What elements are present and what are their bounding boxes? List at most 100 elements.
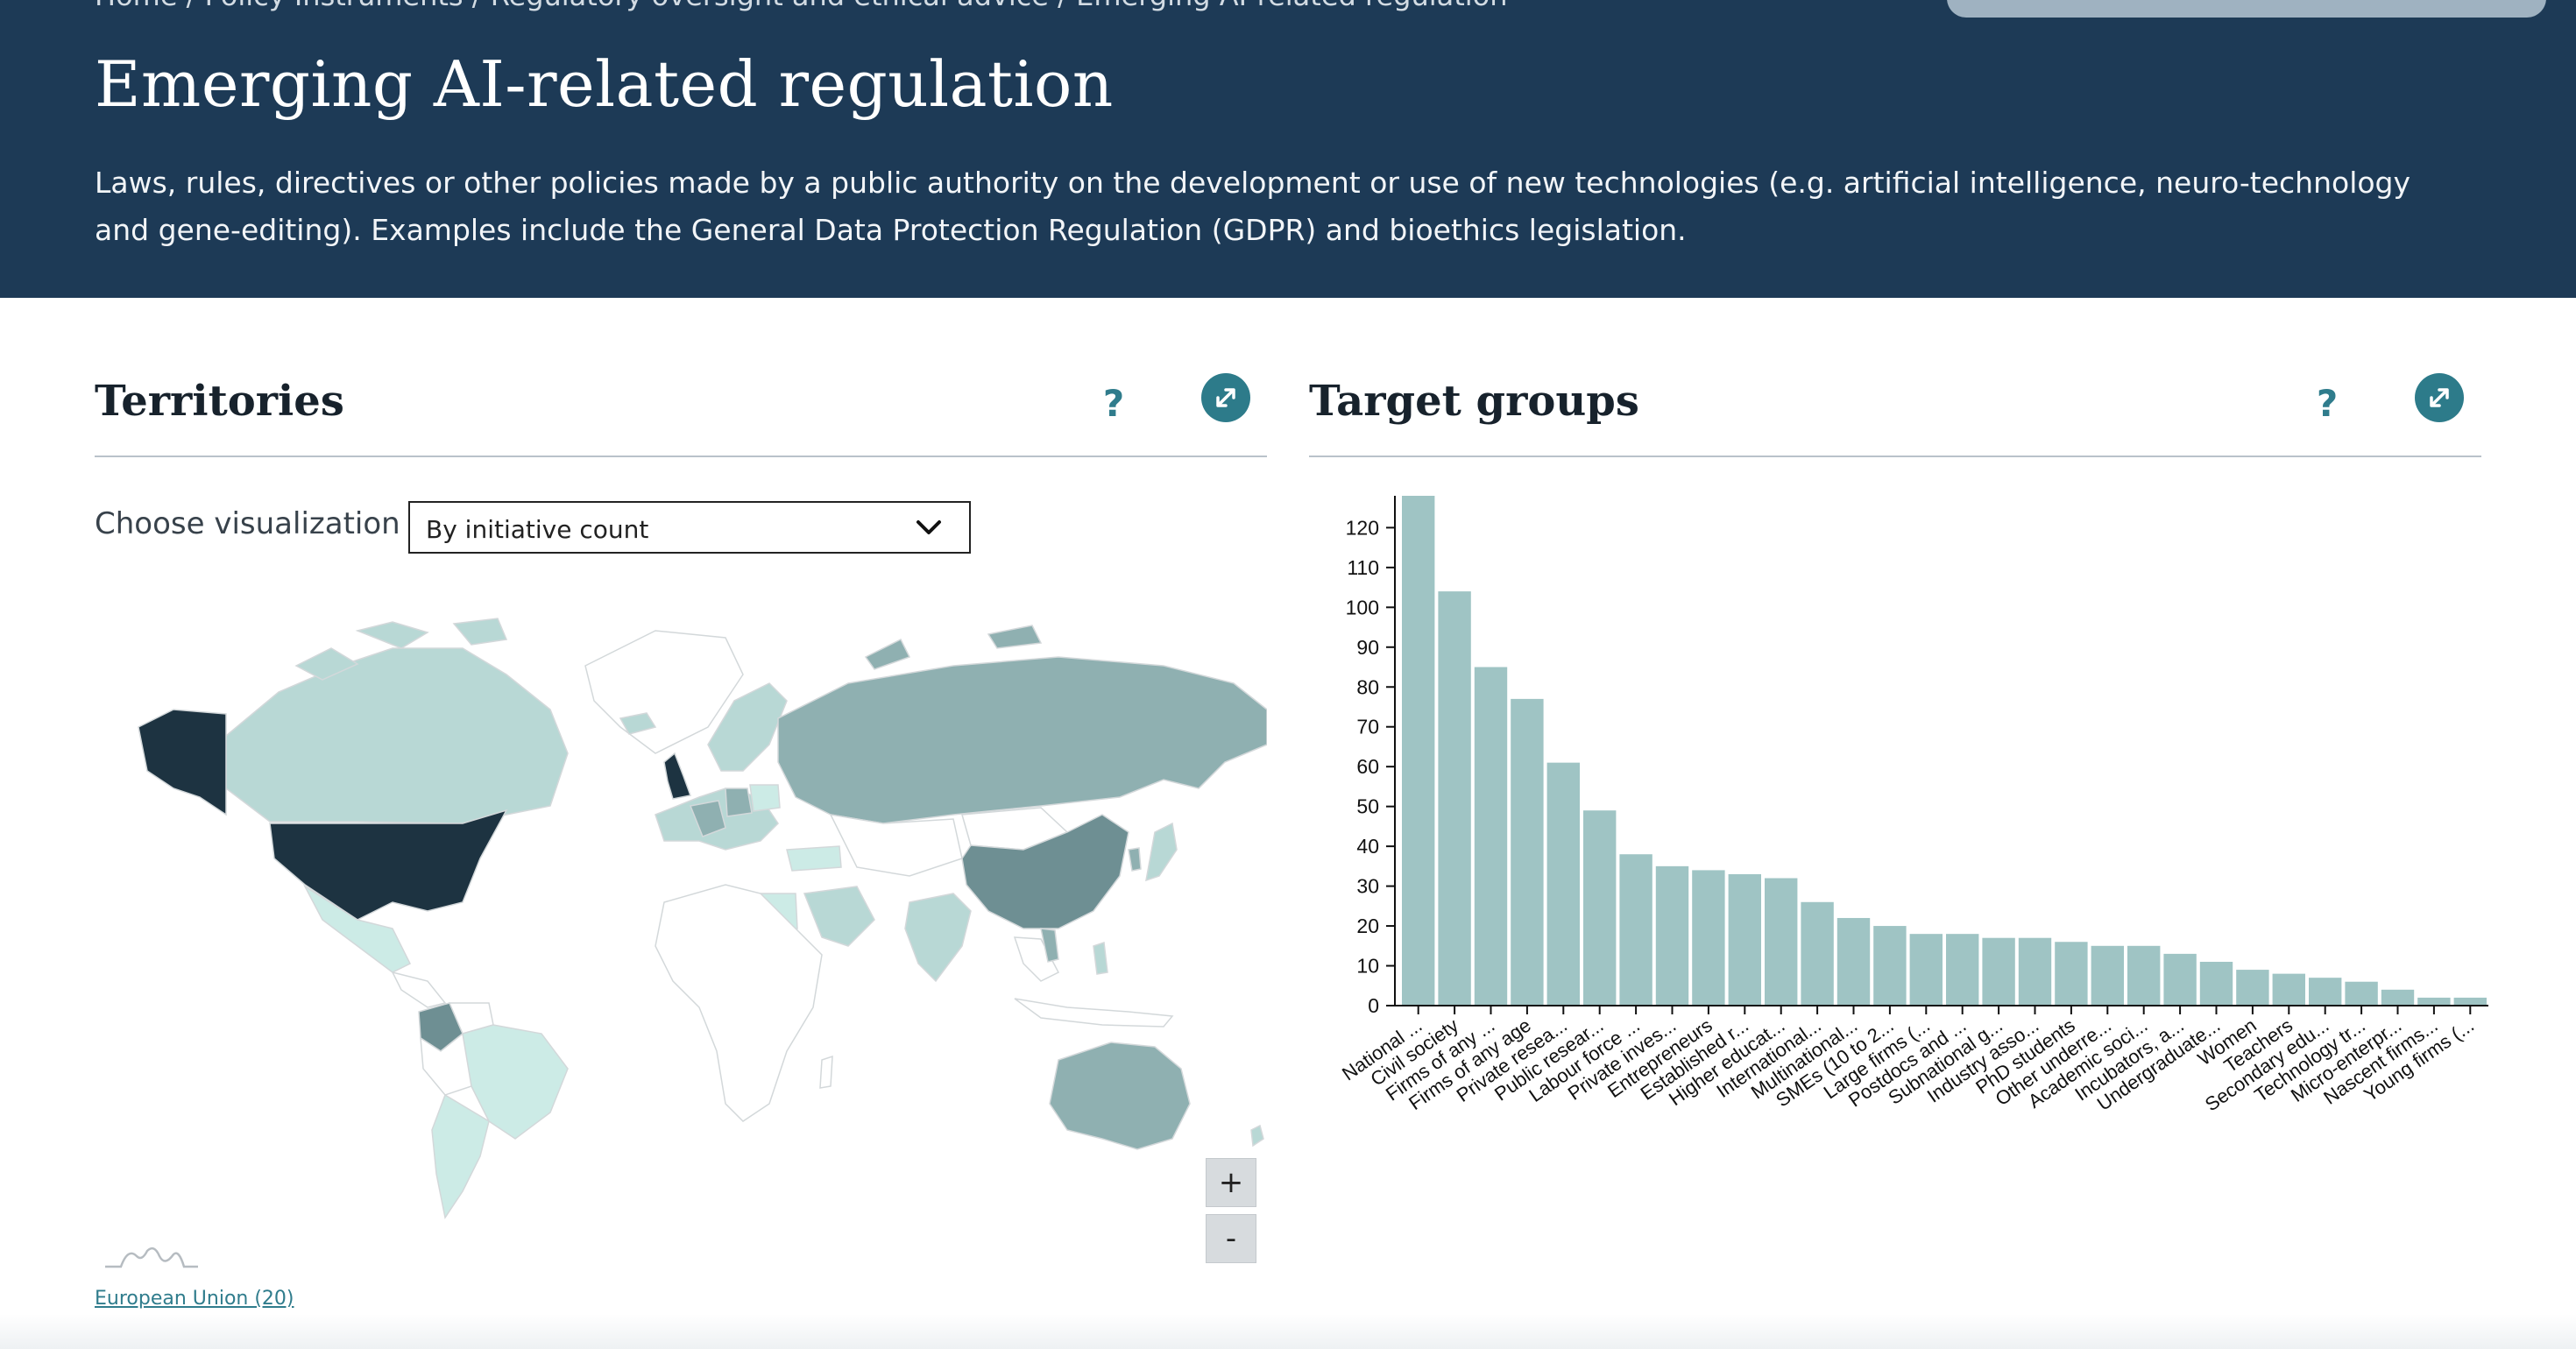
bar[interactable] — [2381, 989, 2415, 1006]
bar[interactable] — [1546, 762, 1580, 1006]
bar[interactable] — [1728, 873, 1761, 1006]
y-tick-label: 100 — [1346, 596, 1379, 618]
y-tick-label: 60 — [1356, 755, 1379, 778]
bar[interactable] — [1619, 854, 1652, 1006]
page-bottom-shadow — [0, 1314, 2576, 1349]
map-peru — [420, 1032, 472, 1096]
y-tick-label: 50 — [1356, 795, 1379, 818]
target-groups-title: Target groups — [1309, 377, 1639, 426]
map-africa — [655, 884, 823, 1122]
map-se-asia — [1013, 936, 1060, 982]
map-novaya-zemlya — [864, 625, 1043, 670]
breadcrumb[interactable]: Home / Policy Instruments / Regulatory o… — [95, 0, 1508, 12]
y-tick-label: 70 — [1356, 716, 1379, 738]
map-germany — [725, 788, 753, 817]
bar[interactable] — [2345, 981, 2378, 1006]
visualization-select-value: By initiative count — [426, 515, 649, 544]
map-russia — [777, 656, 1268, 824]
bar[interactable] — [2091, 945, 2124, 1006]
map-argentina — [431, 1093, 490, 1219]
bar[interactable] — [2055, 942, 2088, 1006]
map-france — [689, 800, 726, 837]
world-map-svg — [138, 618, 1268, 1219]
y-tick-label: 10 — [1356, 955, 1379, 978]
map-korea — [1128, 847, 1142, 872]
bar[interactable] — [1946, 934, 1979, 1006]
territories-divider — [95, 456, 1267, 457]
bar[interactable] — [1909, 934, 1943, 1006]
map-mexico — [303, 884, 412, 973]
y-tick-label: 0 — [1368, 994, 1379, 1017]
territories-title: Territories — [95, 377, 344, 426]
visualization-select[interactable]: By initiative count — [408, 501, 971, 554]
y-tick-label: 40 — [1356, 835, 1379, 858]
bar[interactable] — [1801, 901, 1834, 1006]
map-turkey — [786, 845, 842, 872]
page-title: Emerging AI-related regulation — [95, 47, 1114, 121]
territories-help-button[interactable]: ? — [1102, 382, 1125, 425]
map-australia — [1049, 1042, 1191, 1150]
territories-expand-button[interactable] — [1201, 373, 1250, 422]
bar[interactable] — [1583, 810, 1617, 1006]
expand-icon — [1216, 388, 1235, 407]
map-japan — [1145, 822, 1178, 882]
bar[interactable] — [1511, 698, 1544, 1006]
bar[interactable] — [2272, 973, 2305, 1006]
chevron-down-icon — [916, 520, 941, 534]
bar[interactable] — [1402, 496, 1435, 1006]
map-saudi — [803, 886, 875, 947]
map-alaska — [138, 709, 227, 816]
target-groups-divider — [1309, 456, 2481, 457]
map-china — [961, 814, 1129, 929]
y-tick-label: 80 — [1356, 675, 1379, 698]
world-map[interactable] — [95, 613, 1268, 1226]
bars — [1402, 496, 2487, 1006]
y-tick-label: 110 — [1347, 556, 1379, 579]
bar[interactable] — [2309, 978, 2342, 1006]
map-philippines — [1093, 941, 1108, 975]
target-groups-expand-button[interactable] — [2415, 373, 2464, 422]
map-iceland — [619, 712, 657, 735]
target-groups-chart-svg: 0 10 20 30 40 50 60 70 80 90 100 110 120 National ..… — [1338, 496, 2488, 1116]
eu-map-icon — [105, 1247, 198, 1268]
map-new-zealand — [1250, 1124, 1264, 1148]
bar[interactable] — [1438, 591, 1471, 1006]
bar[interactable] — [2453, 997, 2487, 1006]
european-union-link[interactable]: European Union (20) — [95, 1288, 294, 1310]
zoom-out-button[interactable]: - — [1206, 1214, 1256, 1263]
bar[interactable] — [1836, 917, 1871, 1006]
bar[interactable] — [2417, 997, 2451, 1006]
y-tick-label: 90 — [1356, 636, 1379, 659]
target-groups-chart: 0 10 20 30 40 50 60 70 80 90 100 110 120 National ..… — [1309, 480, 2501, 1172]
bar[interactable] — [2236, 970, 2269, 1006]
bar[interactable] — [2163, 953, 2197, 1006]
y-tick-label: 30 — [1356, 875, 1379, 898]
map-india — [904, 893, 972, 983]
bar[interactable] — [1655, 865, 1689, 1006]
bar[interactable] — [1765, 878, 1798, 1006]
y-tick-label: 20 — [1356, 915, 1379, 937]
page-header: Home / Policy Instruments / Regulatory o… — [0, 0, 2576, 298]
map-vietnam — [1040, 928, 1059, 963]
bar[interactable] — [1982, 937, 2015, 1006]
bar[interactable] — [2127, 945, 2161, 1006]
target-groups-help-button[interactable]: ? — [2316, 382, 2339, 425]
map-central-america — [391, 971, 447, 1008]
bar[interactable] — [1692, 870, 1725, 1006]
map-indonesia — [1014, 998, 1174, 1028]
bar[interactable] — [2018, 937, 2052, 1006]
expand-icon — [2430, 388, 2449, 407]
search-bar[interactable] — [1947, 0, 2546, 18]
choose-visualization-label: Choose visualization — [95, 506, 400, 541]
map-arctic-islands — [294, 618, 508, 681]
y-tick-label: 120 — [1346, 516, 1379, 539]
zoom-in-button[interactable]: + — [1206, 1158, 1256, 1207]
map-usa — [269, 809, 508, 921]
bar[interactable] — [1474, 667, 1508, 1006]
page-description: Laws, rules, directives or other policie… — [95, 166, 2411, 247]
map-madagascar — [819, 1055, 833, 1089]
bar[interactable] — [1873, 926, 1907, 1006]
bar[interactable] — [2199, 961, 2233, 1006]
map-poland — [749, 784, 781, 812]
